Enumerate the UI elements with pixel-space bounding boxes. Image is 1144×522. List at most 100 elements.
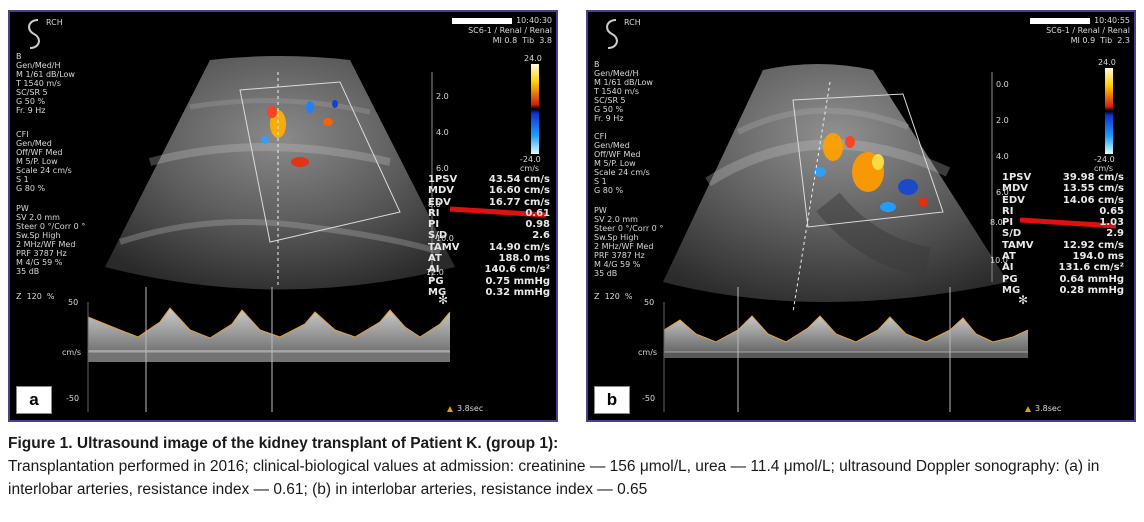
measurement-label: S/D: [428, 230, 448, 242]
measurement-label: PG: [428, 275, 444, 287]
measurement-value: 12.92 cm/s: [1062, 239, 1124, 251]
color-scale-bar: [1105, 68, 1113, 154]
measurement-row: RI 0.65: [1002, 206, 1124, 217]
mi-label: MI 0.8 Tib 3.8: [492, 36, 552, 45]
measurement-row: AI 131.6 cm/s²: [1002, 262, 1124, 273]
red-annotation-mark: [449, 206, 547, 218]
spectral-scale-top: 50: [644, 298, 655, 307]
measurement-label: EDV: [428, 196, 451, 208]
measurement-label: 1PSV: [428, 174, 458, 185]
spectral-scale-bottom: -50: [66, 394, 80, 403]
measurement-value: 0.64 mmHg: [1059, 273, 1124, 285]
measurement-label: MG: [428, 286, 447, 298]
color-scale-bottom: -24.0 cm/s: [520, 155, 541, 173]
depth-tick: 8.0: [428, 200, 441, 209]
spectral-unit: cm/s: [638, 348, 658, 357]
color-flow-region: [261, 100, 338, 167]
color-doppler-box: [792, 93, 944, 228]
brand-label: RCH: [46, 18, 63, 27]
color-scale-bar: [531, 64, 539, 154]
probe-label: SC6-1 / Renal / Renal: [468, 26, 552, 35]
measurement-value: 43.54 cm/s: [488, 174, 550, 185]
measurement-label: AT: [428, 253, 442, 265]
measurement-row: TAMV 12.92 cm/s: [1002, 240, 1124, 251]
measurement-row: AT 194.0 ms: [1002, 251, 1124, 262]
measurement-label: MDV: [1002, 183, 1028, 195]
color-scale-top: 24.0: [1098, 58, 1116, 67]
measurement-row: PI 1.03: [1002, 217, 1124, 228]
measurement-value: 39.98 cm/s: [1062, 172, 1124, 183]
spectral-scale-bottom: -50: [642, 394, 656, 403]
depth-tick: 6.0: [436, 164, 449, 173]
color-doppler-box: [239, 81, 401, 243]
ultrasound-graphics-b: ✻: [606, 19, 1117, 412]
pw-params: PW SV 2.0 mm Steer 0 °/Corr 0 ° Sw.Sp Hi…: [594, 206, 664, 278]
measurement-label: AT: [1002, 251, 1016, 263]
depth-tick: 6.0: [996, 188, 1009, 197]
doppler-cursor-line: [792, 81, 831, 313]
measurement-value: 16.77 cm/s: [488, 196, 550, 208]
b-mode-params: B Gen/Med/H M 1/61 dB/Low T 1540 m/s SC/…: [16, 52, 75, 115]
cfi-params: CFI Gen/Med Off/WF Med M 5/P. Low Scale …: [16, 130, 72, 193]
measurement-value: 14.90 cm/s: [488, 241, 550, 253]
b-mode-sector: [663, 64, 1008, 302]
measurement-value: 0.32 mmHg: [485, 286, 550, 298]
measurement-label: MG: [1002, 284, 1021, 296]
sweep-marker-icon: [1025, 406, 1031, 412]
ultrasound-graphics-a: ✻: [28, 19, 547, 412]
color-flow-region: [814, 133, 928, 212]
freeze-icon: ✻: [438, 293, 448, 307]
depth-tick: 2.0: [436, 92, 449, 101]
logo-icon: [606, 19, 618, 49]
b-mode-params: B Gen/Med/H M 1/61 dB/Low T 1540 m/s SC/…: [594, 60, 653, 123]
measurement-row: PG 0.64 mmHg: [1002, 274, 1124, 285]
depth-tick: 0.0: [996, 80, 1009, 89]
measurement-row: TAMV 14.90 cm/s: [428, 242, 550, 253]
measurement-row: 1PSV 39.98 cm/s: [1002, 172, 1124, 183]
measurement-row: PG 0.75 mmHg: [428, 276, 550, 287]
measurement-value: 14.06 cm/s: [1062, 194, 1124, 206]
logo-icon: [28, 19, 40, 49]
measurement-value: 1.03: [1099, 217, 1124, 229]
time-label: 10:40:30: [452, 16, 552, 25]
measurement-label: PG: [1002, 273, 1018, 285]
spectral-doppler-trace: [87, 307, 451, 362]
depth-tick: 10.0: [436, 234, 454, 243]
measurement-row: S/D 2.6: [428, 230, 550, 241]
pw-params: PW SV 2.0 mm Steer 0 °/Corr 0 ° Sw.Sp Hi…: [16, 204, 86, 276]
measurement-value: 16.60 cm/s: [488, 185, 550, 197]
spectral-scale-top: 50: [68, 298, 79, 307]
measurement-value: 13.55 cm/s: [1062, 183, 1124, 195]
time-label: 10:40:55: [1030, 16, 1130, 25]
measurement-value: 2.9: [1106, 228, 1124, 240]
depth-tick: 4.0: [436, 128, 449, 137]
measurement-value: 0.98: [525, 219, 550, 231]
red-annotation-mark: [1019, 217, 1117, 229]
sweep-speed-label: 3.8sec: [457, 404, 484, 413]
measurements-table: 1PSV 43.54 cm/s MDV 16.60 cm/s EDV 16.77 cm…: [428, 174, 550, 298]
measurement-label: RI: [1002, 205, 1014, 217]
caption-text: Transplantation performed in 2016; clini…: [8, 458, 1100, 498]
measurement-value: 0.61: [525, 207, 550, 219]
spectral-unit: cm/s: [62, 348, 82, 357]
measurement-label: TAMV: [428, 241, 460, 253]
panel-label-a: a: [16, 386, 52, 414]
ultrasound-panel-a: ✻ RCH 10:40:30 SC6-1 / Renal / Renal MI …: [8, 10, 558, 422]
measurement-row: PI 0.98: [428, 219, 550, 230]
measurement-label: 1PSV: [1002, 172, 1032, 183]
measurement-value: 0.28 mmHg: [1059, 284, 1124, 296]
measurement-row: AT 188.0 ms: [428, 253, 550, 264]
color-scale-bottom: -24.0 cm/s: [1094, 155, 1115, 173]
measurement-row: 1PSV 43.54 cm/s: [428, 174, 550, 185]
measurement-label: TAMV: [1002, 239, 1034, 251]
measurement-row: MDV 13.55 cm/s: [1002, 183, 1124, 194]
mi-label: MI 0.9 Tib 2.3: [1070, 36, 1130, 45]
b-mode-sector: [105, 56, 455, 290]
ultrasound-panel-b: ✻ RCH 10:40:55 SC6-1 / Renal / Renal MI …: [586, 10, 1136, 422]
measurement-label: S/D: [1002, 228, 1022, 240]
probe-label: SC6-1 / Renal / Renal: [1046, 26, 1130, 35]
measurement-label: PI: [1002, 217, 1014, 229]
measurement-value: 140.6 cm/s²: [484, 264, 550, 276]
measurement-row: MG 0.28 mmHg: [1002, 285, 1124, 296]
measurement-row: EDV 16.77 cm/s: [428, 197, 550, 208]
